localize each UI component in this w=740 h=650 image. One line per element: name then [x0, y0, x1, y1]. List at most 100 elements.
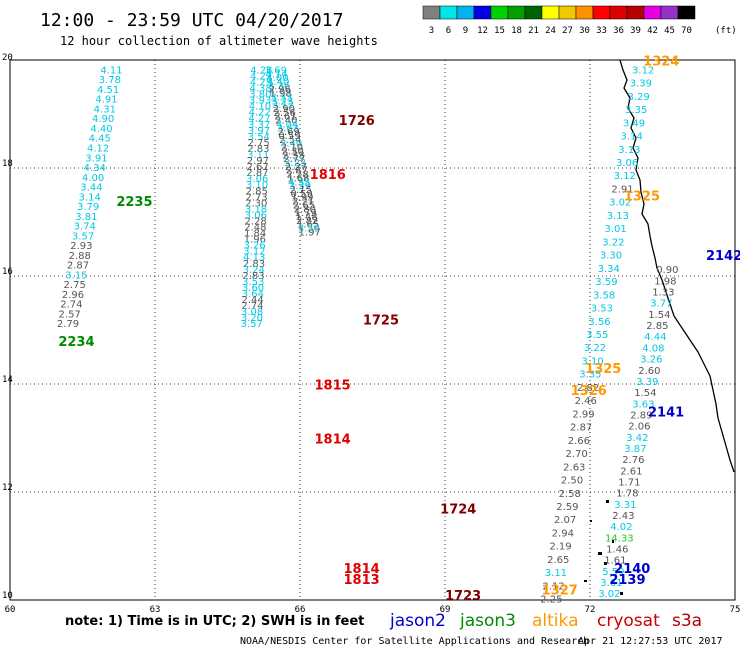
swh-value: 2.60 [638, 366, 660, 377]
swh-value: 3.11 [545, 568, 567, 579]
swh-value: 2.61 [620, 466, 642, 477]
swh-value: 2.65 [293, 200, 315, 211]
colorbar-swatch [507, 5, 526, 20]
swh-value: 3.79 [77, 202, 99, 213]
swh-value: 3.22 [602, 237, 624, 248]
swh-value: 4.00 [82, 173, 104, 184]
pass-label: 2139 [609, 573, 645, 588]
swh-value: 3.77 [650, 299, 672, 310]
timestamp-text: Apr 21 12:27:53 UTC 2017 [578, 636, 723, 647]
pass-label: 1725 [363, 314, 399, 329]
swh-value: 2.61 [274, 112, 296, 123]
swh-value: 3.08 [241, 307, 263, 318]
colorbar-swatch [575, 5, 594, 20]
swh-value: 2.06 [628, 422, 650, 433]
chart-subtitle: 12 hour collection of altimeter wave hei… [60, 34, 378, 48]
swh-value: 2.56 [274, 108, 296, 119]
swh-value: 0.59 [278, 131, 300, 142]
swh-value: 1.48 [295, 212, 317, 223]
colorbar-tick-label: 42 [647, 26, 658, 36]
swh-value: 3.64 [242, 289, 264, 300]
swh-value: 2.28 [244, 216, 266, 227]
x-tick-label: 72 [585, 605, 596, 615]
swh-value: 1.98 [654, 276, 676, 287]
colorbar-tick-label: 9 [463, 26, 468, 36]
swh-value: 3.12 [243, 247, 265, 258]
swh-value: 4.31 [94, 104, 116, 115]
colorbar-tick-label: 12 [477, 26, 488, 36]
colorbar-swatch [592, 5, 611, 20]
swh-value: 14.33 [605, 533, 634, 544]
swh-value: 2.83 [247, 144, 269, 155]
colorbar-tick-label: 21 [528, 26, 539, 36]
swh-value: 2.44 [241, 295, 263, 306]
swh-value: 3.35 [625, 105, 647, 116]
legend-item: cryosat [597, 611, 660, 631]
swh-value: 4.35 [288, 177, 310, 188]
colorbar-swatch [456, 5, 475, 20]
swh-value: 1.98 [270, 89, 292, 100]
grid-lines [10, 60, 735, 600]
swh-value: 2.87 [570, 423, 592, 434]
swh-value: 3.12 [272, 100, 294, 111]
swh-value: 2.25 [540, 595, 562, 606]
swh-value: 3.56 [588, 317, 610, 328]
swh-value: 2.99 [572, 409, 594, 420]
swh-value: 1.33 [652, 288, 674, 299]
swh-value: 4.14 [266, 69, 288, 80]
pass-label: 1724 [440, 503, 476, 518]
swh-value: 3.97 [248, 126, 270, 137]
x-axis-ticks: 60 63 66 69 72 75 [5, 605, 740, 615]
colorbar-swatch [677, 5, 696, 20]
swh-value: 2.15 [290, 185, 312, 196]
swh-value: 3.22 [584, 343, 606, 354]
swh-value: 3.53 [242, 277, 264, 288]
colorbar-tick-label: 45 [664, 26, 675, 36]
swh-value: 3.54 [248, 132, 270, 143]
swh-value: 4.27 [248, 114, 270, 125]
swh-value: 4.45 [89, 134, 111, 145]
swh-value: 2.19 [549, 542, 571, 553]
pass-label: 2141 [648, 405, 684, 420]
legend-item: jason3 [459, 611, 516, 631]
swh-value: 2.82 [296, 216, 318, 227]
swh-value: 2.43 [612, 511, 634, 522]
colorbar-tick-label: 24 [545, 26, 556, 36]
y-tick-label: 14 [2, 375, 13, 385]
pass-label: 1815 [315, 378, 351, 393]
swh-value: 3.61 [600, 578, 622, 589]
swh-value: 2.88 [69, 251, 91, 262]
chart-title: 12:00 - 23:59 UTC 04/20/2017 [40, 10, 343, 31]
pass-label: 1325 [624, 189, 660, 204]
swh-value: 3.91 [85, 153, 107, 164]
swh-value: 2.21 [292, 197, 314, 208]
y-tick-label: 20 [2, 53, 13, 63]
swh-value: 2.83 [242, 271, 264, 282]
pass-label: 1813 [344, 573, 380, 588]
swh-value: 4.51 [97, 85, 119, 96]
pass-label: 1814 [344, 562, 380, 577]
swh-value: 5.59 [602, 567, 624, 578]
swh-value: 4.13 [243, 253, 265, 264]
colorbar-tick-label: 6 [446, 26, 451, 36]
swh-value: 3.11 [247, 150, 269, 161]
swh-value: 2.10 [281, 143, 303, 154]
swh-value: 2.76 [622, 455, 644, 466]
swh-value: 2.87 [286, 166, 308, 177]
swh-value: 3.26 [640, 355, 662, 366]
colorbar-unit: (ft) [715, 26, 737, 36]
swh-value: 2.46 [575, 396, 597, 407]
swh-value: 3.06 [616, 158, 638, 169]
swh-value: 1.61 [604, 556, 626, 567]
swh-value: 2.70 [565, 449, 587, 460]
swh-value: 3.12 [632, 65, 654, 76]
swh-value: 2.30 [245, 198, 267, 209]
colorbar-tick-label: 3 [429, 26, 434, 36]
swh-value: 3.23 [284, 158, 306, 169]
colorbar-tick-label: 39 [630, 26, 641, 36]
colorbar-swatch [439, 5, 458, 20]
colorbar-swatch [660, 5, 679, 20]
colorbar-swatch [490, 5, 509, 20]
pass-label: 1814 [315, 432, 351, 447]
